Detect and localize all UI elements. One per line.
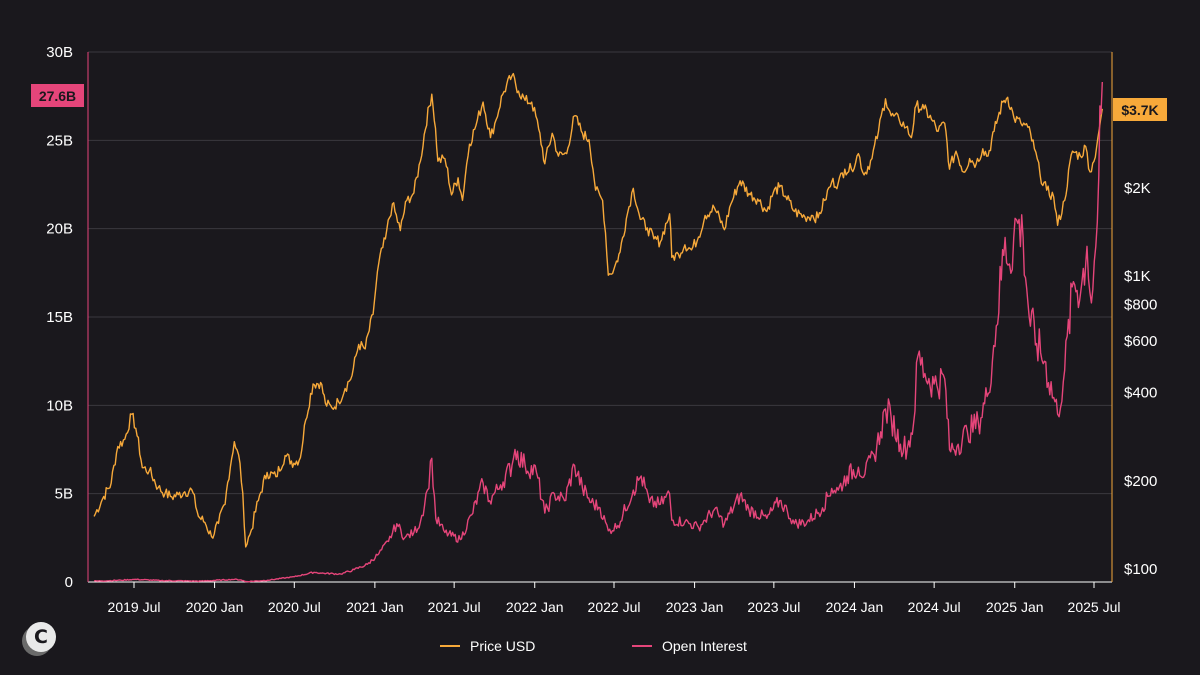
open-interest-badge-label: 27.6B [39, 88, 76, 104]
legend-label-price: Price USD [470, 638, 535, 654]
open-interest-series-line [93, 81, 1103, 583]
y-right-tick-label: $100 [1124, 561, 1157, 578]
y-left-tick-label: 30B [46, 44, 73, 61]
open-interest-badge [31, 84, 84, 107]
x-tick-label: 2020 Jul [268, 599, 321, 615]
x-tick-label: 2022 Jan [506, 599, 564, 615]
current-value-badges: 27.6B $3.7K [31, 84, 1167, 121]
x-tick-label: 2025 Jan [986, 599, 1044, 615]
x-tick-label: 2024 Jul [908, 599, 961, 615]
y-left-tick-label: 15B [46, 309, 73, 326]
x-tick-label: 2021 Jan [346, 599, 404, 615]
brand-logo-glyph: C [34, 626, 48, 648]
x-tick-label: 2022 Jul [588, 599, 641, 615]
y-right-tick-label: $2K [1124, 180, 1151, 197]
brand-logo-icon: C [26, 622, 56, 652]
y-right-tick-label: $800 [1124, 297, 1157, 314]
x-tick-label: 2023 Jan [666, 599, 724, 615]
x-tick-label: 2021 Jul [428, 599, 481, 615]
y-left-tick-label: 5B [55, 486, 73, 503]
legend-label-open-interest: Open Interest [662, 638, 747, 654]
y-left-tick-label: 20B [46, 221, 73, 238]
price-badge [1113, 98, 1167, 121]
price-badge-label: $3.7K [1121, 102, 1158, 118]
x-tick-label: 2024 Jan [826, 599, 884, 615]
x-tick-label: 2025 Jul [1068, 599, 1121, 615]
axes: 0 5B 10B 15B 20B 25B 30B $100 $200 $400 $600 $800 $1… [46, 44, 1157, 615]
grid-lines [88, 51, 1112, 495]
y-left-tick-label: 0 [65, 574, 73, 591]
y-right-tick-label: $200 [1124, 473, 1157, 490]
y-right-tick-label: $400 [1124, 385, 1157, 402]
x-tick-label: 2023 Jul [747, 599, 800, 615]
x-tick-label: 2020 Jan [186, 599, 244, 615]
y-right-tick-label: $1K [1124, 268, 1151, 285]
y-right-tick-label: $600 [1124, 333, 1157, 350]
y-left-tick-label: 10B [46, 397, 73, 414]
legend: Price USD Open Interest [440, 638, 747, 654]
series-layer [93, 72, 1103, 583]
y-left-tick-label: 25B [46, 132, 73, 149]
x-tick-label: 2019 Jul [108, 599, 161, 615]
price-usd-series-line [93, 72, 1103, 548]
